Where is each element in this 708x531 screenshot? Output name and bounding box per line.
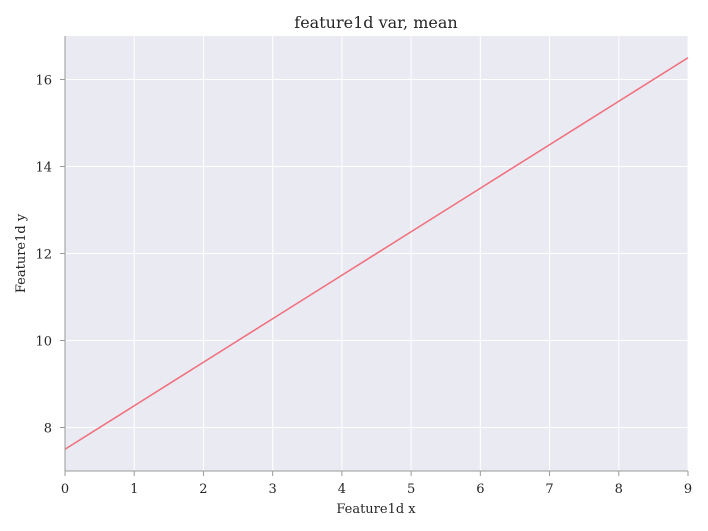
- series-line: [64, 57, 689, 450]
- x-tick-label: 6: [476, 482, 484, 497]
- axes: [60, 36, 689, 476]
- grid-lines: [64, 36, 689, 471]
- x-tick-label: 8: [615, 482, 623, 497]
- x-tick-label: 0: [61, 482, 69, 497]
- y-tick-label: 12: [35, 248, 52, 263]
- x-tick-label: 7: [545, 482, 553, 497]
- chart-title: feature1d var, mean: [294, 13, 457, 32]
- y-tick-label: 16: [35, 74, 52, 89]
- x-tick-label: 3: [269, 482, 277, 497]
- x-tick-label: 4: [338, 482, 346, 497]
- y-tick-label: 14: [35, 161, 52, 176]
- y-tick-label: 10: [35, 335, 52, 350]
- x-tick-label: 5: [407, 482, 415, 497]
- x-tick-label: 9: [684, 482, 692, 497]
- y-tick-label: 8: [44, 422, 52, 437]
- y-axis-label: Feature1d y: [14, 213, 29, 293]
- x-axis-label: Feature1d x: [336, 502, 416, 517]
- series-layer: [64, 57, 689, 450]
- x-tick-label: 1: [130, 482, 138, 497]
- x-tick-label: 2: [199, 482, 207, 497]
